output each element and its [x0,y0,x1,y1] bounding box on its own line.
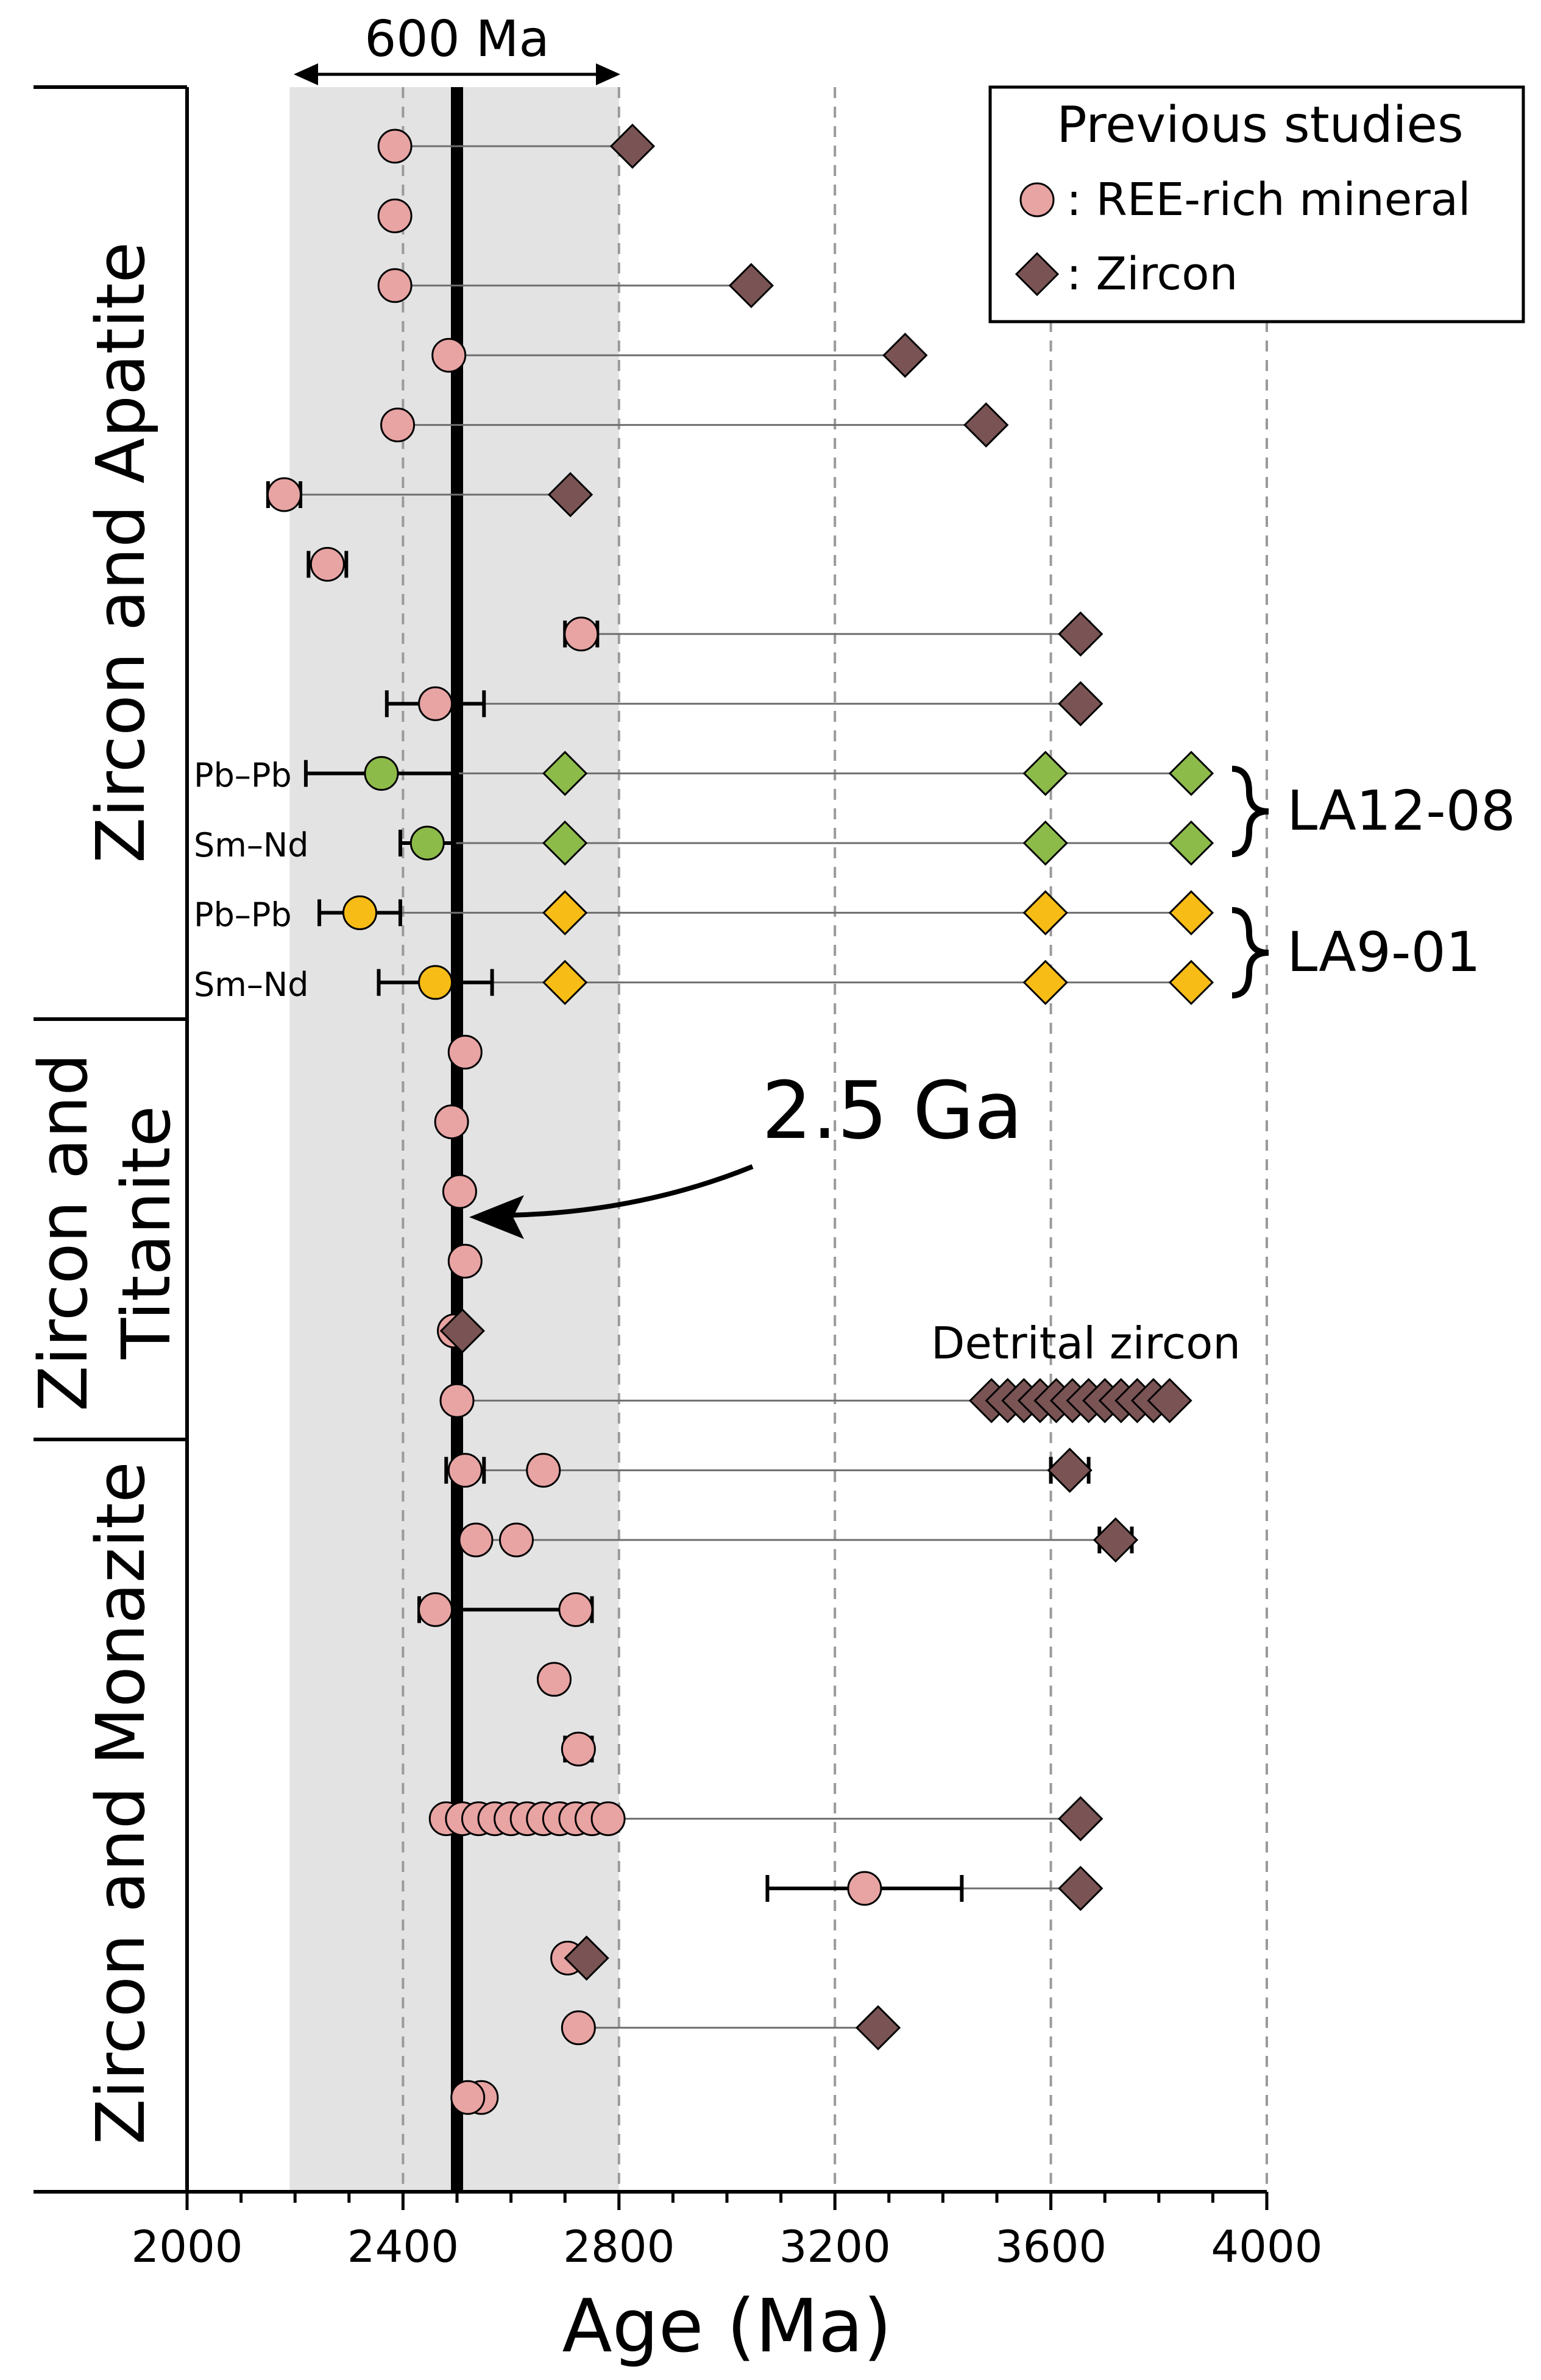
legend-label-zircon: : Zircon [1066,248,1238,300]
row-17-circle-1 [447,1243,483,1279]
row-10-diamond-3 [1168,750,1214,796]
row-8-diamond-1 [1058,611,1103,657]
row-13-diamond-1 [542,959,588,1005]
row-11-diamond-2 [1022,820,1068,866]
x-tick-label-3600: 3600 [995,2221,1107,2272]
row-25-diamond-1 [1058,1796,1103,1841]
row-5-circle-1 [380,408,416,443]
row-26-diamond-1 [1058,1865,1103,1912]
legend-label-ree: : REE-rich mineral [1066,174,1471,226]
row-25-circle-11 [590,1801,626,1837]
row-4-diamond-1 [882,333,928,378]
row-7-circle-1 [310,546,345,582]
band-width-arrow [294,63,620,85]
row-15-circle-1 [434,1104,469,1140]
row-13-diamond-3 [1168,959,1214,1005]
row-8-circle-1 [564,616,599,652]
row-12-circle-1 [342,895,378,930]
x-tick-label-2800: 2800 [563,2221,675,2272]
row-28-diamond-1 [855,2005,901,2050]
row-23-circle-1 [536,1662,572,1697]
group-label-apatite: Zircon and Apatite [82,242,160,863]
row-12-diamond-3 [1168,890,1214,936]
row-12-diamond-1 [542,890,588,936]
row-9-diamond-1 [1058,681,1103,727]
row-10-method-label: Pb–Pb [194,757,292,795]
row-4-circle-1 [431,337,467,373]
row-10-circle-1 [364,756,399,791]
axis-frame [34,85,1267,2194]
row-22-circle-1 [418,1592,453,1627]
row-12-diamond-2 [1022,890,1068,936]
row-3-diamond-1 [728,263,774,308]
legend-title: Previous studies [1057,96,1463,154]
row-27-diamond-1 [564,1935,609,1981]
row-1-diamond-1 [609,123,656,169]
row-26-circle-1 [847,1871,882,1906]
row-2-circle-1 [377,198,413,233]
brace-la9-01 [1231,907,1269,998]
x-tick-label-2400: 2400 [347,2221,459,2272]
row-20-diamond-1 [1047,1447,1093,1493]
row-16-circle-1 [442,1174,477,1209]
row-21-diamond-1 [1093,1517,1139,1563]
row-1-circle-1 [377,129,413,164]
group-label-titanite-line1: Zircon and [24,1053,102,1411]
legend: Previous studies : REE-rich mineral : Zi… [988,85,1525,323]
detrital-label: Detrital zircon [931,1318,1241,1369]
row-13-method-label: Sm–Nd [194,966,309,1004]
reference-arrow [508,1164,754,1218]
group-label-monazite: Zircon and Monazite [82,1461,160,2145]
row-6-circle-1 [266,477,302,512]
legend-marker-diamond [1015,252,1060,297]
row-22-circle-2 [558,1592,593,1627]
reference-line-label: 2.5 Ga [762,1064,1022,1157]
x-tick-label-4000: 4000 [1211,2221,1322,2272]
row-13-circle-1 [418,965,453,1000]
brace-label-la9-01: LA9-01 [1287,920,1481,984]
row-3-circle-1 [377,268,413,303]
row-20-circle-1 [447,1453,483,1488]
x-axis-title: Age (Ma) [562,2284,892,2369]
legend-marker-circle [1019,182,1055,217]
brace-la12-08 [1231,766,1269,857]
reference-arrow-head [469,1195,524,1239]
row-29-circle-2 [450,2080,486,2115]
row-11-diamond-3 [1168,820,1214,866]
row-10-diamond-1 [542,750,588,796]
row-13-diamond-2 [1022,959,1068,1005]
row-20-circle-2 [526,1453,561,1488]
brace-label-la12-08: LA12-08 [1287,779,1515,843]
row-5-diamond-1 [963,402,1009,448]
row-18-diamond-1 [439,1308,485,1354]
band-width-label: 600 Ma [364,10,550,68]
row-28-circle-1 [561,2010,596,2046]
row-9-circle-1 [418,686,453,721]
row-19-diamond-12 [1147,1378,1192,1424]
x-tick-label-2000: 2000 [131,2221,243,2272]
group-label-titanite-line2: Titanite [107,1106,185,1360]
row-11-circle-1 [409,825,445,861]
row-21-circle-1 [458,1522,494,1558]
x-tick-label-3200: 3200 [779,2221,891,2272]
row-11-diamond-1 [542,820,588,866]
row-24-circle-1 [561,1731,596,1767]
row-21-circle-2 [498,1522,534,1558]
row-11-method-label: Sm–Nd [194,826,309,864]
row-10-diamond-2 [1022,750,1068,796]
row-12-method-label: Pb–Pb [194,895,292,934]
row-19-circle-1 [439,1383,475,1418]
row-6-diamond-1 [547,471,593,518]
row-14-circle-1 [447,1034,483,1070]
